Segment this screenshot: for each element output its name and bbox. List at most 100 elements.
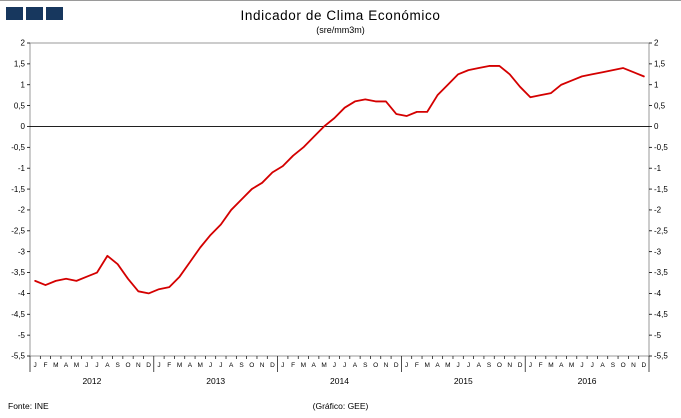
svg-text:-5,5: -5,5 xyxy=(654,352,668,361)
svg-text:2: 2 xyxy=(654,39,659,48)
svg-text:-0,5: -0,5 xyxy=(654,143,668,152)
svg-text:F: F xyxy=(291,362,295,369)
svg-text:M: M xyxy=(569,362,574,369)
svg-text:O: O xyxy=(249,362,254,369)
svg-text:F: F xyxy=(167,362,171,369)
svg-text:J: J xyxy=(405,362,408,369)
svg-text:-4: -4 xyxy=(18,289,26,298)
economic-climate-line-chart: 2 2 1,5 1,5 1 1 0,5 0,5 0 0 -0,5 -0,5 -1 -1 -1,5 -1,5 -2… xyxy=(11,39,668,386)
svg-text:M: M xyxy=(424,362,429,369)
logo-square-icon xyxy=(6,7,23,20)
svg-text:O: O xyxy=(373,362,378,369)
svg-text:J: J xyxy=(591,362,594,369)
svg-text:D: D xyxy=(641,362,646,369)
svg-text:N: N xyxy=(384,362,389,369)
svg-text:O: O xyxy=(621,362,626,369)
svg-text:A: A xyxy=(64,362,69,369)
svg-text:A: A xyxy=(477,362,482,369)
svg-text:-2,5: -2,5 xyxy=(654,227,668,236)
svg-text:2016: 2016 xyxy=(578,376,597,386)
svg-text:0,5: 0,5 xyxy=(654,101,666,110)
svg-text:M: M xyxy=(74,362,79,369)
svg-text:-3,5: -3,5 xyxy=(654,268,668,277)
svg-text:N: N xyxy=(136,362,141,369)
svg-text:J: J xyxy=(34,362,37,369)
svg-text:-5: -5 xyxy=(18,331,26,340)
svg-text:0,5: 0,5 xyxy=(14,101,26,110)
svg-text:-4,5: -4,5 xyxy=(654,310,668,319)
svg-text:1,5: 1,5 xyxy=(654,60,666,69)
svg-text:J: J xyxy=(343,362,346,369)
svg-text:A: A xyxy=(105,362,110,369)
svg-text:O: O xyxy=(497,362,502,369)
svg-text:-3,5: -3,5 xyxy=(11,268,25,277)
svg-text:-5: -5 xyxy=(654,331,662,340)
svg-text:M: M xyxy=(301,362,306,369)
svg-text:S: S xyxy=(116,362,121,369)
svg-text:-2: -2 xyxy=(654,206,662,215)
svg-text:F: F xyxy=(415,362,419,369)
svg-text:2015: 2015 xyxy=(454,376,473,386)
svg-text:N: N xyxy=(260,362,265,369)
svg-text:F: F xyxy=(539,362,543,369)
svg-text:J: J xyxy=(157,362,160,369)
svg-text:J: J xyxy=(333,362,336,369)
svg-text:-2: -2 xyxy=(18,206,26,215)
svg-text:-1,5: -1,5 xyxy=(11,185,25,194)
svg-text:S: S xyxy=(363,362,368,369)
svg-text:M: M xyxy=(198,362,203,369)
svg-text:S: S xyxy=(239,362,244,369)
svg-text:D: D xyxy=(146,362,151,369)
svg-text:A: A xyxy=(312,362,317,369)
svg-text:J: J xyxy=(219,362,222,369)
svg-text:J: J xyxy=(85,362,88,369)
svg-text:-1: -1 xyxy=(654,164,662,173)
svg-text:0: 0 xyxy=(654,122,659,131)
svg-text:-0,5: -0,5 xyxy=(11,143,25,152)
svg-text:O: O xyxy=(125,362,130,369)
svg-text:A: A xyxy=(229,362,234,369)
svg-text:A: A xyxy=(600,362,605,369)
svg-text:2014: 2014 xyxy=(330,376,349,386)
svg-text:-4: -4 xyxy=(654,289,662,298)
svg-text:1: 1 xyxy=(654,80,659,89)
svg-text:J: J xyxy=(209,362,212,369)
svg-text:-2,5: -2,5 xyxy=(11,227,25,236)
svg-text:M: M xyxy=(321,362,326,369)
svg-text:-3: -3 xyxy=(18,247,26,256)
chart-subtitle: (sre/mm3m) xyxy=(316,25,365,35)
svg-text:J: J xyxy=(457,362,460,369)
svg-text:1: 1 xyxy=(21,80,26,89)
svg-text:N: N xyxy=(631,362,636,369)
svg-text:1,5: 1,5 xyxy=(14,60,26,69)
svg-text:2013: 2013 xyxy=(206,376,225,386)
svg-text:D: D xyxy=(518,362,523,369)
svg-text:D: D xyxy=(270,362,275,369)
svg-text:-3: -3 xyxy=(654,247,662,256)
svg-text:A: A xyxy=(353,362,358,369)
svg-text:-1: -1 xyxy=(18,164,26,173)
svg-text:-5,5: -5,5 xyxy=(11,352,25,361)
svg-text:N: N xyxy=(507,362,512,369)
svg-text:S: S xyxy=(487,362,492,369)
svg-text:J: J xyxy=(95,362,98,369)
chart-title: Indicador de Clima Económico xyxy=(240,8,441,23)
logo-square-icon xyxy=(26,7,43,20)
svg-text:M: M xyxy=(548,362,553,369)
svg-text:A: A xyxy=(559,362,564,369)
svg-text:2: 2 xyxy=(21,39,26,48)
svg-text:A: A xyxy=(188,362,193,369)
svg-text:F: F xyxy=(43,362,47,369)
svg-text:S: S xyxy=(611,362,616,369)
credit-label: (Gráfico: GEE) xyxy=(312,401,369,411)
svg-text:A: A xyxy=(435,362,440,369)
logo-square-icon xyxy=(46,7,63,20)
svg-text:J: J xyxy=(529,362,532,369)
svg-text:0: 0 xyxy=(21,122,26,131)
svg-text:2012: 2012 xyxy=(82,376,101,386)
svg-text:J: J xyxy=(580,362,583,369)
source-label: Fonte: INE xyxy=(8,401,49,411)
svg-text:D: D xyxy=(394,362,399,369)
svg-text:M: M xyxy=(177,362,182,369)
